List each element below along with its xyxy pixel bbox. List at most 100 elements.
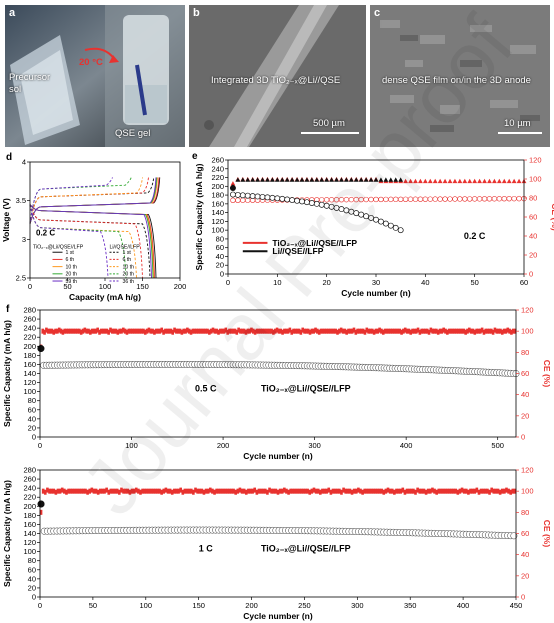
ce-point bbox=[72, 328, 76, 334]
sem-panel-b: b Integrated 3D TiO₂₋ₓ@Li//QSE 500 µm bbox=[189, 5, 366, 147]
ce-point bbox=[446, 329, 449, 335]
ce-point bbox=[372, 329, 376, 335]
ce-point bbox=[52, 329, 56, 335]
ce-point bbox=[287, 489, 290, 495]
capacity-point-black bbox=[353, 210, 360, 217]
ce-point bbox=[407, 328, 411, 334]
ce-point bbox=[416, 327, 420, 333]
ce-point-black bbox=[378, 177, 384, 182]
ce-point bbox=[454, 488, 458, 494]
ce-point bbox=[403, 489, 407, 495]
capacity-point-black bbox=[259, 193, 266, 200]
y2-tick-label: 0 bbox=[521, 593, 525, 602]
ce-point bbox=[283, 487, 286, 493]
ce-point bbox=[416, 487, 419, 493]
ce-point bbox=[358, 328, 361, 334]
ce-point bbox=[507, 488, 510, 494]
ce-point bbox=[407, 488, 411, 494]
ce-point-black bbox=[339, 177, 344, 182]
legend-label: 36 th bbox=[123, 279, 135, 285]
ce-point bbox=[328, 328, 332, 334]
ce-point bbox=[360, 328, 363, 334]
ce-point bbox=[68, 328, 72, 334]
legend-label: 20 th bbox=[123, 272, 135, 278]
panel-letter-e: e bbox=[192, 151, 198, 162]
ce-point bbox=[124, 488, 127, 494]
y-tick-label: 160 bbox=[23, 360, 36, 369]
ce-point bbox=[219, 328, 222, 334]
ce-point bbox=[120, 328, 123, 334]
ce-point bbox=[395, 488, 398, 494]
ce-point bbox=[347, 328, 350, 334]
ce-point bbox=[303, 328, 306, 334]
ce-point bbox=[198, 328, 202, 334]
ce-point bbox=[145, 488, 149, 494]
ce-point bbox=[82, 488, 85, 494]
ce-point bbox=[242, 328, 246, 334]
ce-point-red bbox=[511, 178, 517, 184]
capacity-point-red bbox=[412, 196, 419, 202]
y-tick-label: 40 bbox=[28, 414, 36, 423]
ce-point bbox=[140, 328, 143, 334]
ce-point bbox=[280, 488, 284, 494]
capacity-point-red bbox=[338, 196, 345, 203]
x-tick-label: 300 bbox=[351, 601, 364, 610]
ce-point bbox=[301, 327, 305, 333]
y2-axis-label: CE (%) bbox=[550, 203, 554, 231]
capacity-point-red bbox=[353, 196, 359, 203]
ce-point bbox=[225, 488, 229, 494]
ce-point bbox=[101, 328, 105, 334]
rate-annotation: 1 C bbox=[199, 544, 214, 554]
ce-point bbox=[57, 327, 61, 333]
ce-point bbox=[175, 328, 178, 334]
scale-label-c: 10 µm bbox=[504, 118, 531, 129]
ce-point bbox=[251, 328, 255, 334]
ce-point bbox=[462, 488, 466, 494]
ce-point bbox=[513, 328, 517, 334]
ce-point bbox=[164, 328, 167, 334]
ce-point bbox=[200, 328, 204, 334]
ce-point bbox=[160, 489, 163, 495]
ce-point-red bbox=[427, 178, 433, 184]
ce-point bbox=[195, 328, 198, 334]
ce-point bbox=[433, 328, 436, 334]
x-tick-label: 50 bbox=[470, 278, 478, 287]
ce-point-red bbox=[487, 178, 492, 184]
ce-point-black bbox=[265, 177, 270, 182]
ce-point bbox=[493, 327, 497, 333]
x-tick-label: 10 bbox=[273, 278, 281, 287]
ce-point-black bbox=[270, 177, 275, 182]
capacity-point-red bbox=[323, 197, 330, 203]
ce-point bbox=[274, 488, 278, 494]
ce-point bbox=[139, 489, 142, 495]
ce-point bbox=[457, 328, 460, 334]
capacity-point-black bbox=[338, 206, 345, 213]
x-axis-label: Cycle number (n) bbox=[243, 611, 313, 621]
ce-point bbox=[173, 327, 176, 333]
ce-point-black bbox=[250, 177, 256, 182]
ce-point-black bbox=[309, 177, 315, 182]
y2-tick-label: 0 bbox=[521, 433, 525, 442]
legend-label: 6 th bbox=[66, 257, 75, 263]
ce-point bbox=[344, 488, 347, 494]
ce-point bbox=[409, 488, 413, 494]
ce-point bbox=[158, 328, 162, 334]
ce-point bbox=[420, 328, 424, 334]
ce-point bbox=[462, 328, 466, 334]
ce-point-red bbox=[472, 178, 478, 184]
ce-point bbox=[173, 488, 176, 494]
ce-point bbox=[498, 489, 502, 495]
y-tick-label: 140 bbox=[23, 369, 36, 378]
ce-point bbox=[87, 328, 90, 334]
ce-point-red bbox=[467, 178, 473, 184]
ce-point bbox=[466, 328, 469, 334]
scale-bar-c bbox=[498, 132, 542, 134]
ce-point-black bbox=[274, 177, 280, 182]
ce-point bbox=[438, 328, 442, 334]
x-tick-label: 400 bbox=[457, 601, 470, 610]
x-tick-label: 50 bbox=[89, 601, 97, 610]
ce-point bbox=[509, 489, 513, 495]
ce-point bbox=[261, 328, 264, 334]
ce-point-black bbox=[260, 177, 265, 182]
ce-point bbox=[105, 487, 108, 493]
